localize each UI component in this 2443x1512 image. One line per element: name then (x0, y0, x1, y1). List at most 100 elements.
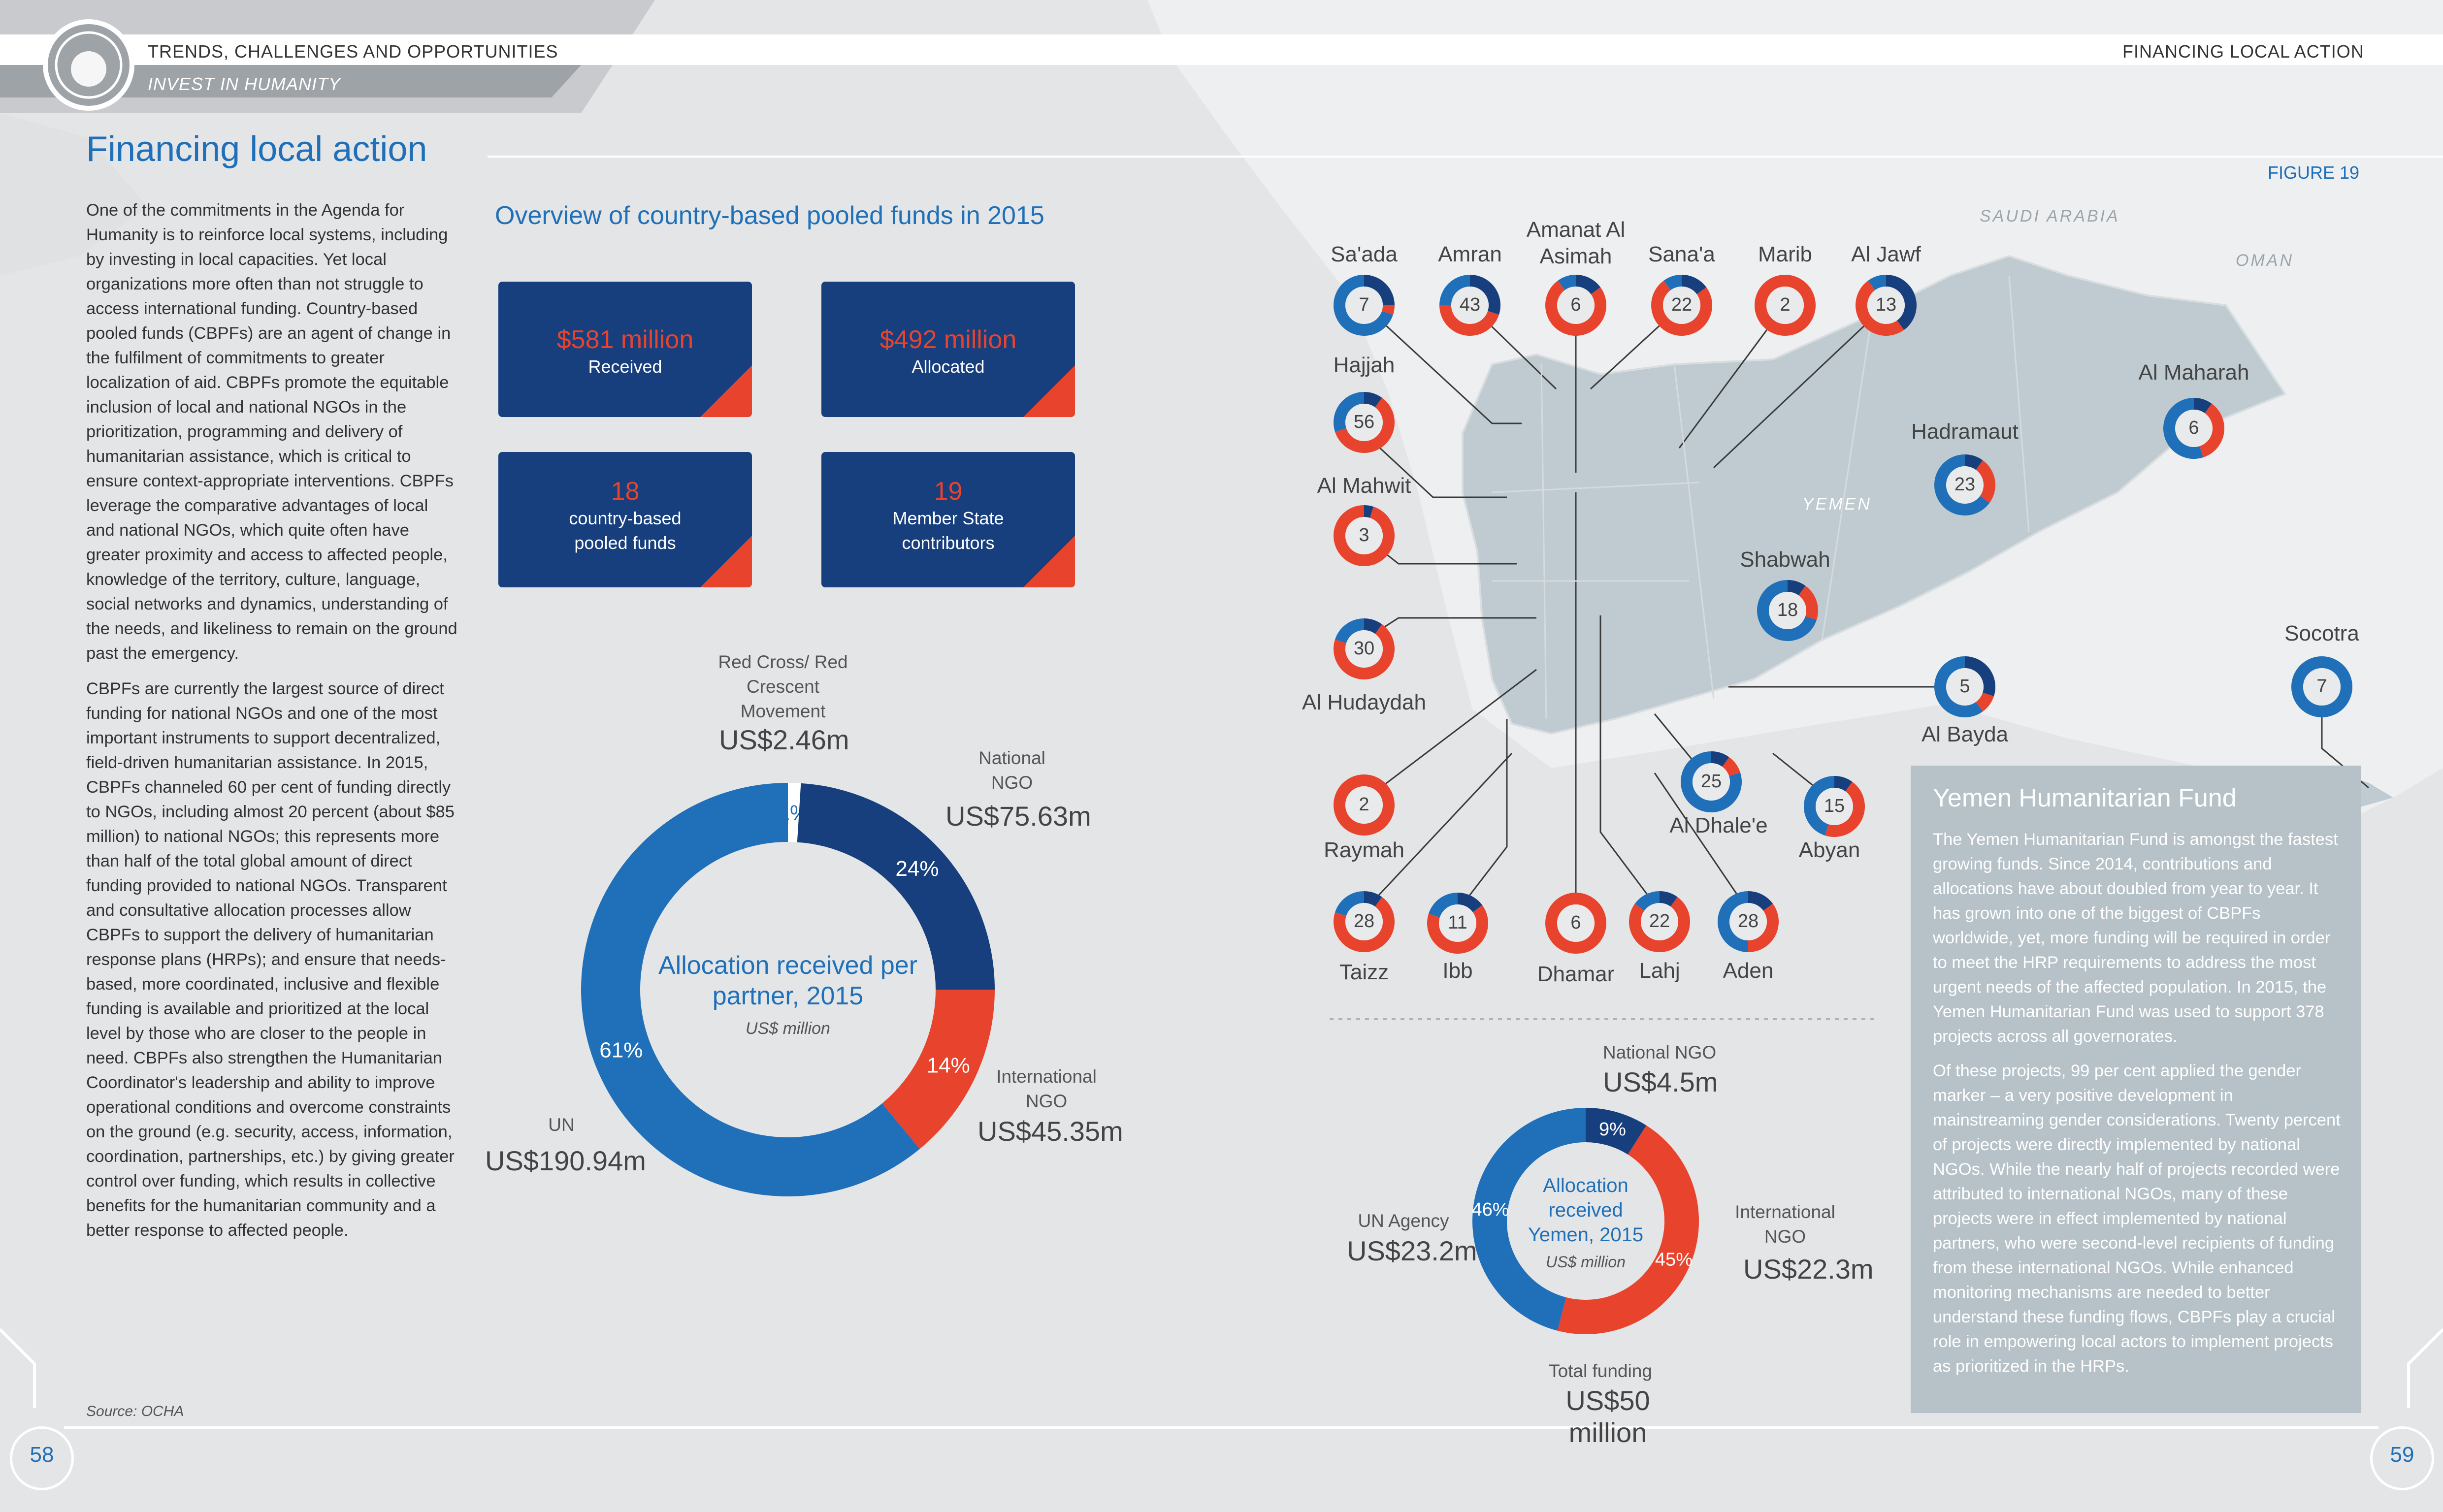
governorate-count: 11 (1448, 912, 1467, 933)
governorate-donut-segment (1335, 397, 1395, 453)
governorate-name: Hadramaut (1911, 419, 2019, 444)
governorate-donut (2291, 656, 2352, 717)
body-paragraph: CBPFs are currently the largest source o… (86, 679, 455, 1240)
governorate-donut-segment (1755, 275, 1816, 336)
governorate-donut-segment (1651, 280, 1712, 336)
governorate-donut-segment (1364, 891, 1382, 907)
governorate-donut (1545, 275, 1606, 336)
governorate-name: Abyan (1798, 838, 1860, 862)
international-ngo-label: International NGO (996, 1066, 1097, 1111)
governorate-donut-segment (1364, 392, 1382, 408)
header-section-title: TRENDS, CHALLENGES AND OPPORTUNITIES (148, 41, 558, 62)
donut-percent-label: 61% (599, 1038, 643, 1062)
governorate-count: 3 (1359, 525, 1369, 546)
governorate-donut (1334, 891, 1395, 952)
governorate-donut-segment (1804, 776, 1834, 836)
governorate-donut-segment (1364, 618, 1382, 634)
governorate-count: 6 (2188, 418, 2199, 438)
governorate-count: 5 (1959, 676, 1970, 697)
source-note: Source: OCHA (86, 1403, 184, 1419)
governorate-donut (1334, 505, 1395, 566)
donut-slice (1472, 1108, 1586, 1331)
overview-heading: Overview of country-based pooled funds i… (495, 201, 1044, 230)
governorate-donut-segment (1576, 275, 1601, 294)
country-label-yemen: YEMEN (1802, 495, 1872, 514)
yhf-paragraph: The Yemen Humanitarian Fund is amongst t… (1933, 830, 2338, 1046)
yemen-international-ngo-amount: US$22.3m (1743, 1254, 1874, 1285)
governorate-count: 2 (1780, 294, 1791, 315)
governorate-count: 28 (1737, 911, 1759, 932)
governorate-name: Ibb (1442, 959, 1473, 983)
national-ngo-label: National NGO (978, 748, 1045, 793)
stat-label: Received (588, 356, 662, 377)
governorate-donut-segment (1681, 751, 1742, 812)
yemen-un-agency-amount: US$23.2m (1347, 1235, 1477, 1266)
body-text: One of the commitments in the Agenda for… (86, 198, 460, 1254)
governorate-count: 30 (1353, 638, 1375, 659)
governorate-donut-segment (1934, 656, 1983, 717)
governorate-count: 25 (1700, 771, 1722, 792)
country-label-oman: OMAN (2236, 251, 2294, 270)
donut-slice (788, 783, 801, 842)
governorate-count: 6 (1570, 294, 1581, 315)
donut1-title: Allocation received per partner, 2015 (658, 951, 918, 1010)
stat-box-allocated: $492 million Allocated (821, 282, 1075, 417)
stat-box-contributors: 19 Member State contributors (821, 452, 1075, 587)
governorate-donut (1934, 656, 1995, 717)
governorate-name: Al Jawf (1851, 242, 1921, 266)
yhf-paragraph: Of these projects, 99 per cent applied t… (1933, 1062, 2341, 1376)
governorate-donut-segment (1382, 305, 1395, 315)
donut-slice (581, 783, 920, 1196)
governorate-donut-segment (1439, 305, 1499, 336)
governorate-donut-segment (1634, 891, 1660, 911)
governorate-donut-segment (1629, 897, 1690, 952)
governorate-donut-segment (1798, 585, 1818, 620)
governorate-name: Dhamar (1537, 962, 1615, 986)
donut1-subtitle: US$ million (746, 1019, 830, 1038)
governorate-donut-segment (1427, 905, 1488, 954)
governorate-donut-segment (1458, 893, 1483, 912)
governorate-donut (2163, 398, 2224, 459)
body-paragraph: One of the commitments in the Agenda for… (86, 201, 457, 663)
governorate-donut-segment (2163, 398, 2204, 459)
page-number-left: 58 (30, 1443, 54, 1467)
governorate-donut-segment (1545, 280, 1606, 336)
governorate-donut (1718, 891, 1779, 952)
governorate-donut-segment (1934, 454, 1990, 515)
governorate-name: Sana'a (1648, 242, 1715, 266)
governorate-count: 22 (1671, 294, 1693, 315)
governorate-donut (1856, 275, 1917, 336)
governorate-donut-segment (1439, 275, 1470, 305)
governorate-donut-segment (1334, 897, 1395, 952)
governorate-count: 43 (1459, 294, 1481, 315)
governorate-name: Hajjah (1333, 353, 1395, 377)
governorate-donut (1651, 275, 1712, 336)
governorate-donut-segment (1976, 692, 1994, 712)
governorate-count: 15 (1824, 796, 1845, 816)
governorate-donut-segment (2199, 403, 2224, 457)
red-cross-label: Red Cross/ Red Crescent Movement (718, 652, 848, 721)
governorate-donut (1334, 774, 1395, 836)
stat-value: $492 million (879, 325, 1017, 354)
governorate-donut-segment (1334, 774, 1395, 836)
yemen-international-ngo-label: International NGO (1735, 1202, 1835, 1247)
governorate-donut (1755, 275, 1816, 336)
page-number-badge (2370, 1426, 2434, 1490)
allocation-yemen-chart: 9% 45% 46% (1472, 1108, 1699, 1334)
stat-box-pooled-funds: 18 country-based pooled funds (498, 452, 752, 587)
governorate-donut-segment (1663, 275, 1682, 290)
donut-percent-label: 9% (1599, 1119, 1626, 1140)
governorate-donut-segment (1364, 275, 1395, 305)
governorate-donut-segment (1334, 275, 1393, 336)
stat-label: country-based pooled funds (569, 508, 682, 553)
governorate-donut (1934, 454, 1995, 515)
donut-percent-label: 14% (927, 1054, 970, 1078)
donut-slice (1557, 1125, 1699, 1334)
country-label-saudi: SAUDI ARABIA (1980, 207, 2120, 225)
governorate-donut-segment (1334, 392, 1364, 432)
governorate-donut-segment (1965, 454, 1983, 470)
governorate-donut (1334, 392, 1395, 453)
header-subsection-title: INVEST IN HUMANITY (148, 74, 341, 94)
page-number-right: 59 (2390, 1443, 2414, 1467)
governorate-name: Socotra (2284, 621, 2359, 645)
